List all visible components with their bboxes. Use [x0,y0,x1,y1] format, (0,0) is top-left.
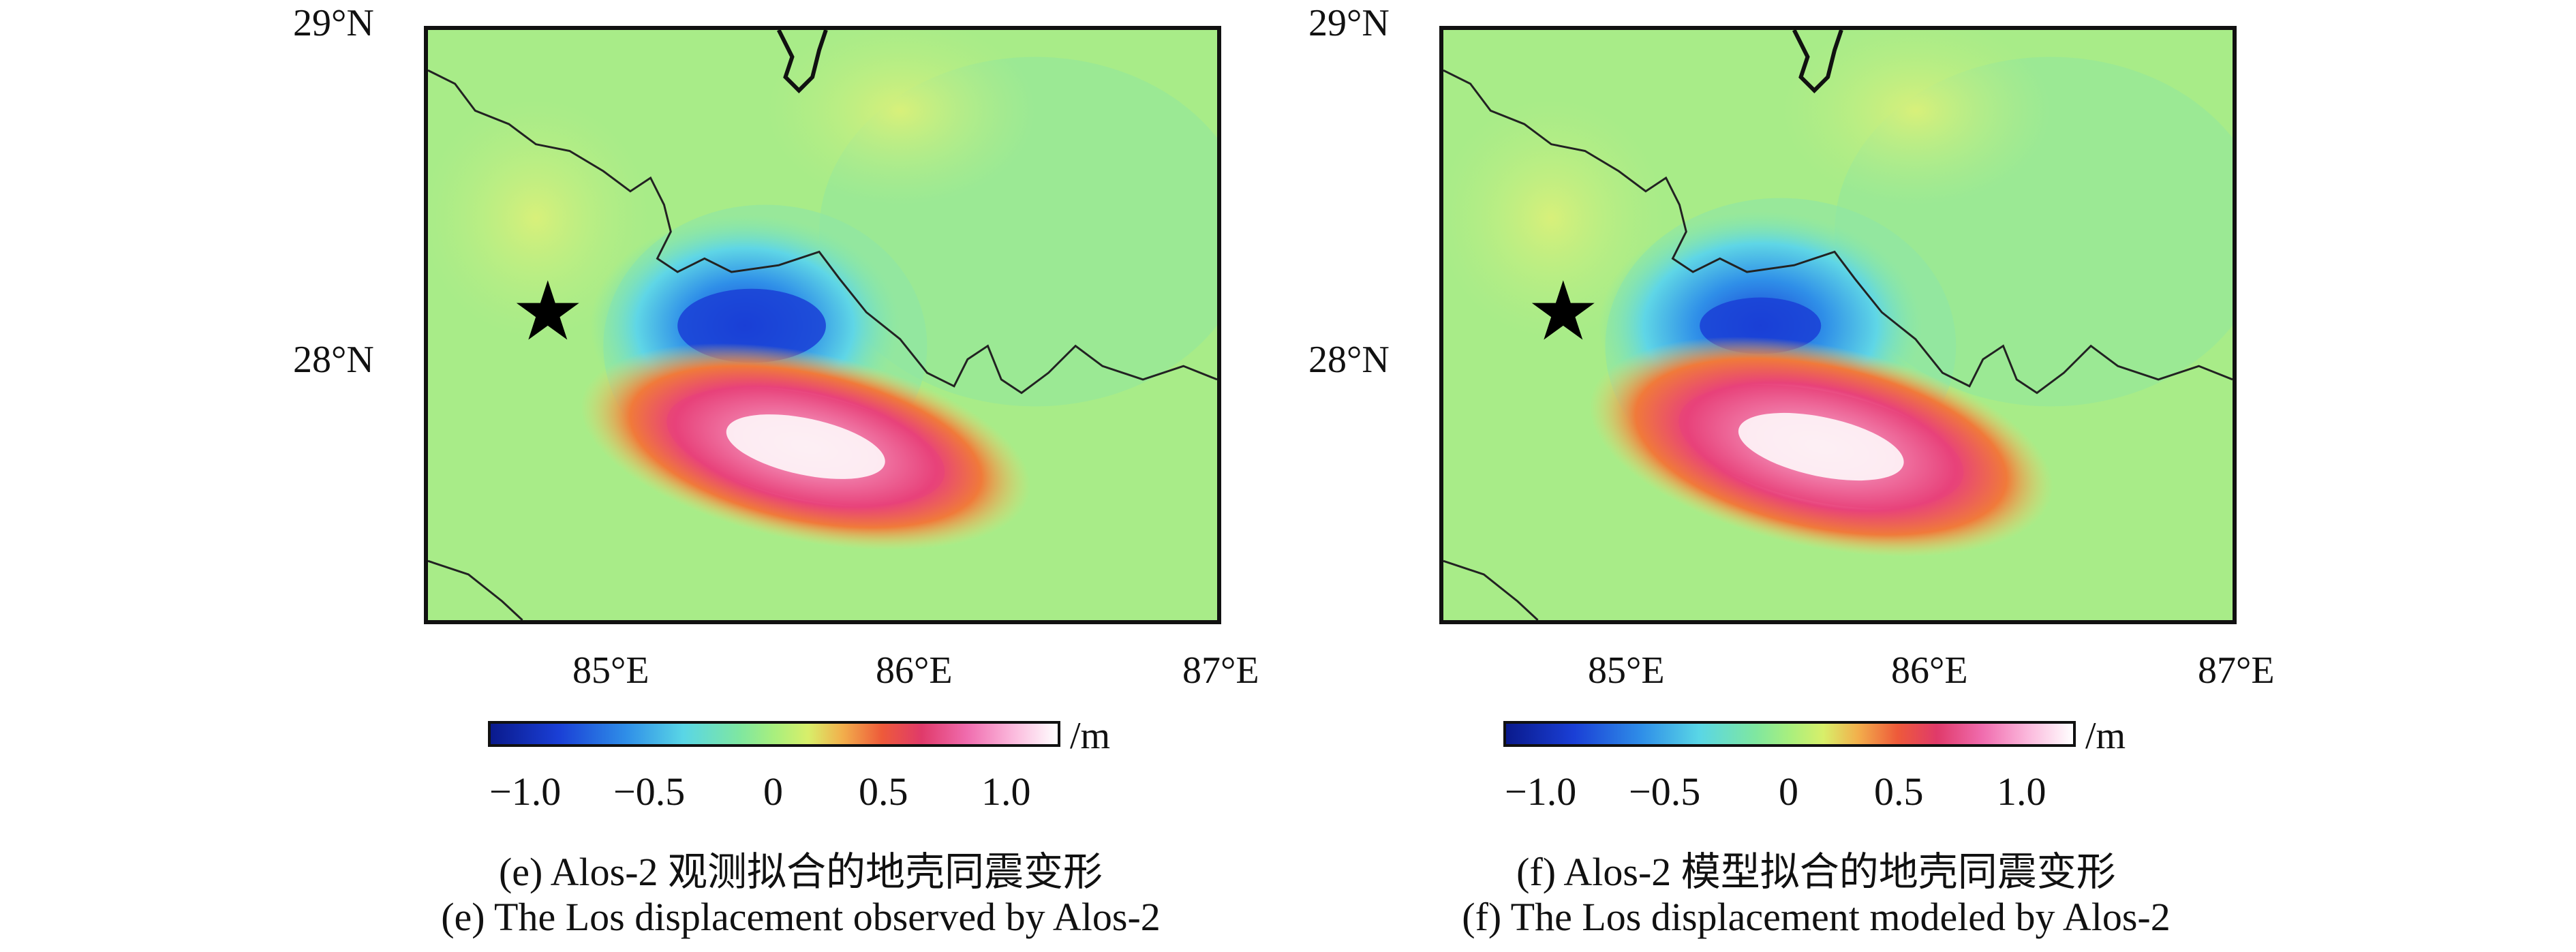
lat-label-29n: 29°N [293,2,374,44]
colorbar-tick-0: 0 [1779,769,1798,814]
epicenter-star-icon: ★ [511,264,585,359]
colorbar-unit: /m [2085,715,2126,757]
lat-label-28n: 28°N [1308,339,1390,381]
caption-cn: (e) Alos-2 观测拟合的地壳同震变形 [498,850,1103,894]
lat-label-29n: 29°N [1308,2,1390,44]
lat-label-28n: 28°N [293,339,374,381]
colorbar-tick-neg05: −0.5 [1629,769,1701,814]
lon-label-86e: 86°E [876,649,953,692]
colorbar-tick-05: 0.5 [1874,769,1924,814]
panel-f: 29°N 28°N [1295,0,2337,952]
map-field [428,30,1217,620]
caption-en: (e) The Los displacement observed by Alo… [441,895,1161,939]
lon-label-85e: 85°E [572,649,649,692]
colorbar-tick-0: 0 [763,769,783,814]
map-field [1443,30,2233,620]
lon-label-87e: 87°E [2198,649,2275,692]
colorbar-tick-1: 1.0 [1997,769,2046,814]
panel-e: 29°N 28°N [279,0,1322,952]
lon-label-85e: 85°E [1588,649,1665,692]
lon-label-87e: 87°E [1182,649,1259,692]
colorbar-unit: /m [1070,715,1111,757]
epicenter-star-icon: ★ [1527,264,1600,359]
colorbar-tick-05: 0.5 [859,769,908,814]
colorbar [1503,721,2076,747]
colorbar-tick-neg1: −1.0 [1505,769,1577,814]
deformation-map [424,26,1221,624]
colorbar-tick-1: 1.0 [981,769,1031,814]
lon-label-86e: 86°E [1891,649,1968,692]
caption-en: (f) The Los displacement modeled by Alos… [1462,895,2171,939]
colorbar-tick-neg1: −1.0 [489,769,562,814]
deformation-map [1439,26,2237,624]
colorbar-tick-neg05: −0.5 [613,769,686,814]
colorbar [488,721,1060,747]
caption-cn: (f) Alos-2 模型拟合的地壳同震变形 [1516,850,2116,894]
